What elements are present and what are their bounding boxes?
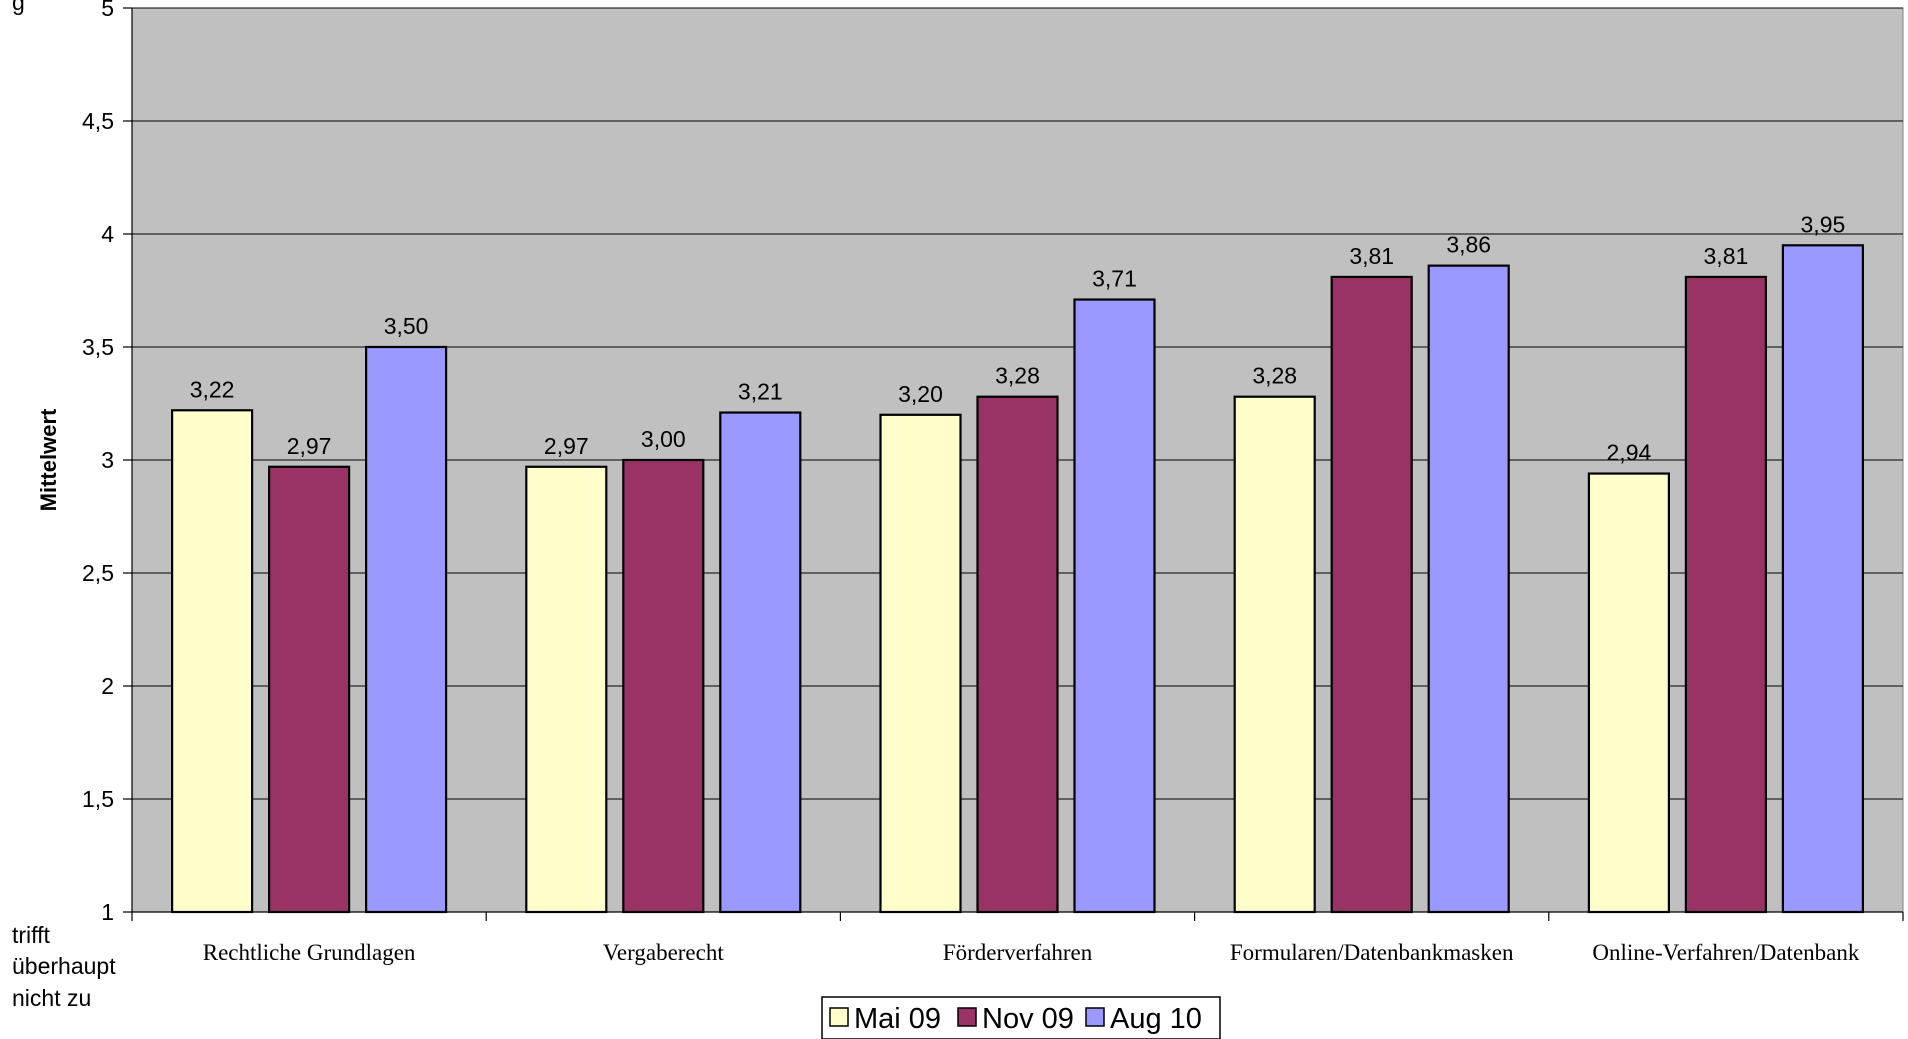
data-label: 3,95 xyxy=(1801,211,1846,237)
x-category-label: Förderverfahren xyxy=(943,940,1093,965)
x-category-labels: Rechtliche Grundlagen Vergaberecht Förderv… xyxy=(203,940,1860,965)
data-label: 3,71 xyxy=(1092,266,1137,292)
legend-swatch xyxy=(829,1007,849,1027)
legend-swatch xyxy=(957,1007,977,1027)
data-label: 2,94 xyxy=(1607,440,1652,466)
data-label: 3,28 xyxy=(995,363,1040,389)
y-tick-labels: 1 1,5 2 2,5 3 3,5 4 4,5 5 xyxy=(82,0,114,925)
legend-label: Mai 09 xyxy=(854,1003,941,1035)
bar xyxy=(1073,298,1156,914)
y-tick-label: 5 xyxy=(101,0,114,21)
y-tick-label: 4 xyxy=(101,221,114,247)
legend: Mai 09 Nov 09 Aug 10 xyxy=(821,996,1221,1039)
y-tick-label: 3 xyxy=(101,447,114,473)
y-axis-label: Mittelwert xyxy=(36,408,61,511)
y-tick-label: 1,5 xyxy=(82,786,114,812)
bar xyxy=(1233,395,1316,914)
y-tick-label: 1 xyxy=(101,899,114,925)
bar xyxy=(976,395,1059,914)
y-bottom-annotation-line-3: nicht zu xyxy=(12,985,91,1011)
axes xyxy=(123,7,1904,921)
data-label: 3,00 xyxy=(641,426,686,452)
data-label: 3,81 xyxy=(1349,243,1394,269)
bar xyxy=(719,411,802,914)
bar xyxy=(268,465,351,914)
bar xyxy=(525,465,608,914)
data-label: 3,81 xyxy=(1704,243,1749,269)
bar xyxy=(622,458,705,914)
data-label: 3,50 xyxy=(384,313,429,339)
x-category-label: Rechtliche Grundlagen xyxy=(203,940,416,965)
bar xyxy=(1427,264,1510,914)
y-tick-label: 4,5 xyxy=(82,108,114,134)
legend-label: Nov 09 xyxy=(982,1003,1074,1035)
legend-swatch xyxy=(1085,1007,1105,1027)
data-label: 3,22 xyxy=(190,376,235,402)
data-label: 3,86 xyxy=(1446,232,1491,258)
bar xyxy=(1684,275,1768,914)
x-category-label: Vergaberecht xyxy=(603,940,725,965)
y-tick-label: 2 xyxy=(101,673,114,699)
data-label: 2,97 xyxy=(544,433,589,459)
bar xyxy=(171,409,254,914)
y-tick-label: 2,5 xyxy=(82,560,114,586)
bar xyxy=(879,413,962,914)
bar xyxy=(1330,275,1413,914)
data-labels: 3,22 2,97 3,50 2,97 3,00 3,21 3,20 3,28 3,71 3,28… xyxy=(190,211,1846,465)
data-label: 3,21 xyxy=(738,379,783,405)
bar xyxy=(365,345,448,914)
bar xyxy=(1587,472,1671,914)
bars xyxy=(171,244,1865,914)
data-label: 3,28 xyxy=(1252,363,1297,389)
data-label: 2,97 xyxy=(287,433,332,459)
top-left-text-fragment: g xyxy=(12,0,25,15)
legend-box xyxy=(821,996,1221,1039)
y-tick-label: 3,5 xyxy=(82,334,114,360)
y-bottom-annotation-line-2: überhaupt xyxy=(12,953,116,979)
legend-label: Aug 10 xyxy=(1110,1003,1202,1035)
y-bottom-annotation-line-1: trifft xyxy=(12,922,51,948)
data-label: 3,20 xyxy=(898,381,943,407)
x-category-label: Online-Verfahren/Datenbank xyxy=(1592,940,1859,965)
x-category-label: Formularen/Datenbankmasken xyxy=(1230,940,1514,965)
bar xyxy=(1781,244,1865,914)
